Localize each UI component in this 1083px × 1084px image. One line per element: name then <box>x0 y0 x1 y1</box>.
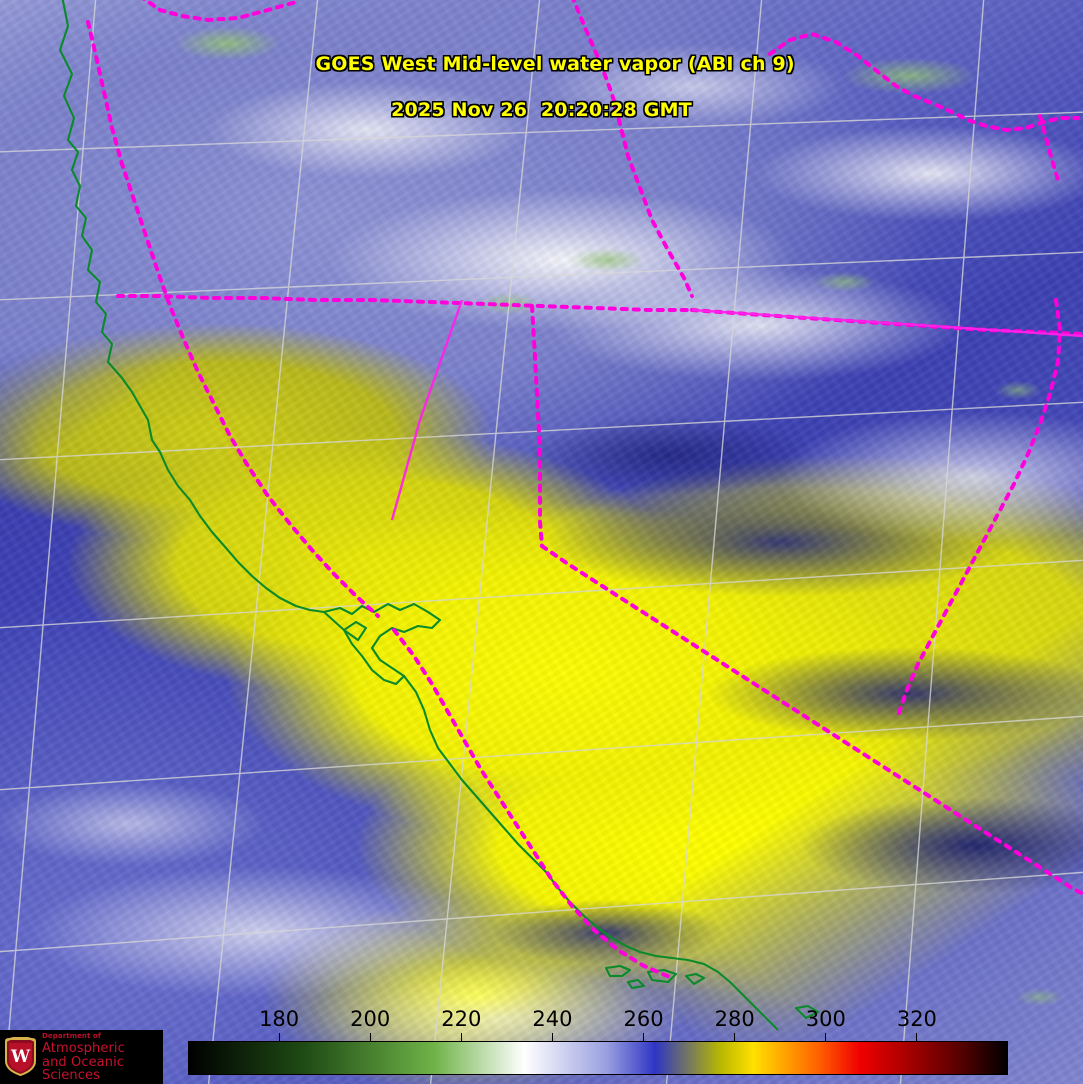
colorbar-label-300: 300 <box>805 1007 846 1031</box>
coastline <box>58 0 820 1031</box>
colorbar-label-240: 240 <box>532 1007 573 1031</box>
logo-department-kicker: Department of <box>42 1031 102 1040</box>
colorbar-tick-280 <box>734 1033 736 1041</box>
colorbar-label-260: 260 <box>623 1007 664 1031</box>
colorbar-tick-240 <box>551 1033 553 1041</box>
colorbar-label-220: 220 <box>441 1007 482 1031</box>
colorbar-tick-260 <box>643 1033 645 1041</box>
colorbar-label-280: 280 <box>714 1007 755 1031</box>
border-highlight <box>390 299 1083 521</box>
colorbar-label-180: 180 <box>259 1007 300 1031</box>
colorbar-tick-300 <box>825 1033 827 1041</box>
logo-name-line-2: and Oceanic Sciences <box>42 1054 125 1083</box>
colorbar-tick-200 <box>369 1033 371 1041</box>
political-borders <box>86 0 1083 980</box>
colorbar[interactable]: 180 200 220 240 260 280 300 320 <box>188 1007 1008 1075</box>
colorbar-label-320: 320 <box>896 1007 937 1031</box>
logo-wordmark: Department of Atmospheric and Oceanic Sc… <box>42 1031 163 1083</box>
colorbar-tick-180 <box>278 1033 280 1041</box>
colorbar-tick-labels: 180 200 220 240 260 280 300 320 <box>188 1005 1008 1033</box>
colorbar-tick-220 <box>460 1033 462 1041</box>
crest-letter: W <box>10 1047 31 1067</box>
institution-logo[interactable]: W Department of Atmospheric and Oceanic … <box>0 1030 163 1084</box>
logo-name-line-1: Atmospheric <box>42 1040 125 1056</box>
colorbar-gradient <box>188 1041 1008 1075</box>
colorbar-tick-marks <box>188 1032 1008 1041</box>
uw-crest-icon: W <box>4 1037 37 1077</box>
colorbar-label-200: 200 <box>350 1007 391 1031</box>
colorbar-tick-320 <box>916 1033 918 1041</box>
